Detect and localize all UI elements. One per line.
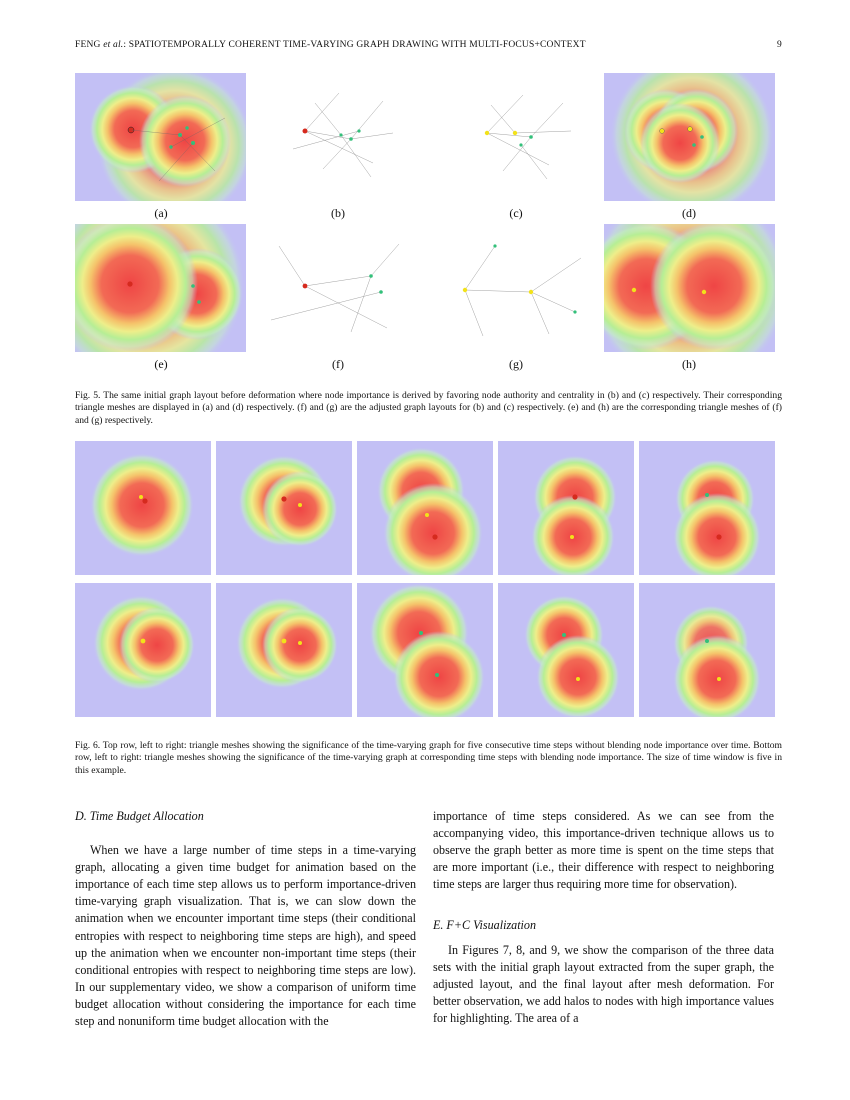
fig6-bottom-5 xyxy=(639,583,775,717)
section-d-continuation: importance of time steps considered. As … xyxy=(433,809,774,892)
fig5-label-h: (h) xyxy=(682,357,696,371)
fig6-bottom-1 xyxy=(75,583,211,717)
running-header: FENG et al.: SPATIOTEMPORALLY COHERENT T… xyxy=(75,40,782,54)
section-e-heading: E. F+C Visualization xyxy=(433,918,537,933)
figure-5: (a) (b) (c) (d) (e) (f) (g) (h) xyxy=(75,73,782,373)
figure-6-caption: Fig. 6. Top row, left to right: triangle… xyxy=(75,740,782,776)
fig6-top-1 xyxy=(75,441,211,575)
fig5-label-f: (f) xyxy=(332,357,344,371)
fig5-label-c: (c) xyxy=(509,206,523,220)
section-d-paragraph: When we have a large number of time step… xyxy=(75,843,416,1029)
fig5-panel-h-mesh xyxy=(604,224,775,352)
header-authors: FENG xyxy=(75,40,104,50)
section-d-heading: D. Time Budget Allocation xyxy=(75,809,204,823)
left-column: D. Time Budget Allocation When we have a… xyxy=(75,808,416,1030)
figure-6 xyxy=(75,441,775,721)
fig6-top-3 xyxy=(357,441,493,575)
figure-5-caption: Fig. 5. The same initial graph layout be… xyxy=(75,390,782,426)
fig6-top-5 xyxy=(639,441,775,575)
header-title: FENG et al.: SPATIOTEMPORALLY COHERENT T… xyxy=(75,40,586,50)
fig5-label-e: (e) xyxy=(154,357,168,371)
fig5-panel-g-graph xyxy=(431,224,602,352)
fig5-panel-e-mesh xyxy=(75,224,246,352)
right-column: importance of time steps considered. As … xyxy=(433,808,774,1027)
fig6-top-4 xyxy=(498,441,634,575)
fig6-bottom-3 xyxy=(357,583,493,717)
header-paper-title: : SPATIOTEMPORALLY COHERENT TIME-VARYING… xyxy=(123,40,586,50)
header-etal: et al. xyxy=(103,40,124,50)
fig5-label-b: (b) xyxy=(331,206,345,220)
fig5-panel-a-mesh xyxy=(75,73,246,201)
fig6-bottom-2 xyxy=(216,583,352,717)
fig5-label-a: (a) xyxy=(154,206,168,220)
fig5-panel-b-graph xyxy=(253,73,424,201)
fig6-bottom-4 xyxy=(498,583,634,717)
fig5-panel-f-graph xyxy=(253,224,424,352)
fig5-label-d: (d) xyxy=(682,206,696,220)
fig5-label-g: (g) xyxy=(509,357,523,371)
section-e-paragraph: In Figures 7, 8, and 9, we show the comp… xyxy=(433,942,774,1025)
fig6-top-2 xyxy=(216,441,352,575)
fig5-panel-d-mesh xyxy=(604,73,775,201)
page-number: 9 xyxy=(777,40,782,50)
fig5-panel-c-graph xyxy=(431,73,602,201)
